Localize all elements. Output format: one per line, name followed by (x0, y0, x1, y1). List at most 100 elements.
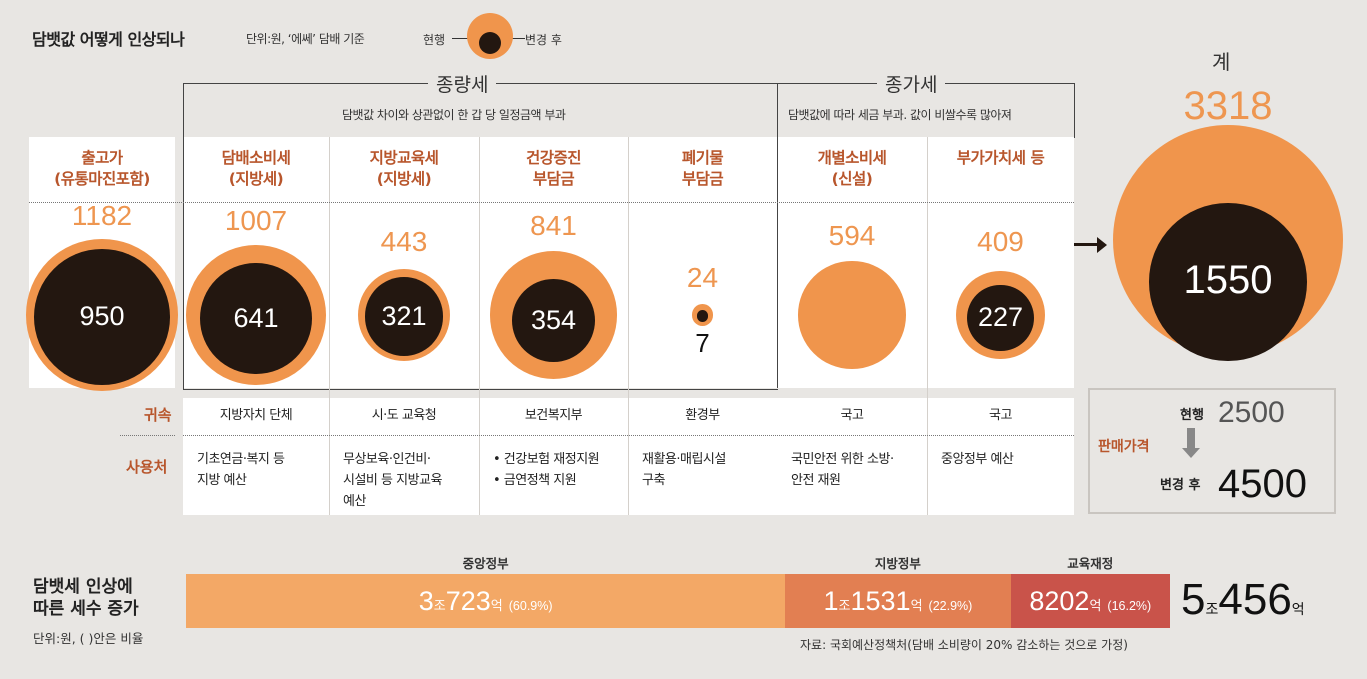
revenue-unit: 단위:원, ( )안은 비율 (33, 631, 144, 646)
use-cell-line: 시설비 등 지방교육 (343, 473, 442, 488)
col-sep-5 (927, 137, 928, 515)
col-sep-3 (628, 137, 629, 515)
use-cell-line: • 건강보험 재정지원 (493, 452, 600, 467)
owner-cell: 국고 (840, 408, 864, 423)
use-cell-line: 무상보육·인건비· (343, 452, 431, 467)
revenue-value-part: (16.2%) (1107, 599, 1152, 613)
column-title-line2: 부담금 (681, 170, 724, 188)
revenue-label-line1: 담뱃세 인상에 (33, 577, 133, 597)
revenue-value-part: 조 (838, 598, 851, 613)
owner-cell: 지방자치 단체 (219, 408, 293, 423)
total-label: 계 (1212, 50, 1231, 74)
column-title-line1: 지방교육세 (369, 149, 439, 167)
revenue-value-part: (22.9%) (928, 599, 973, 613)
use-row-label: 사용처 (126, 458, 168, 476)
revenue-label: 담뱃세 인상에 따른 세수 증가 (33, 576, 139, 620)
price-after-label: 변경 후 (1160, 478, 1201, 493)
arrow-right-icon (1097, 237, 1107, 253)
current-value: 354 (530, 304, 577, 335)
price-label: 판매가격 (1098, 439, 1150, 455)
current-circle (34, 249, 170, 385)
after-value: 594 (828, 220, 876, 251)
price-arrow-shaft (1187, 428, 1195, 450)
owner-cell: 환경부 (685, 408, 720, 423)
revenue-total-jo: 5 (1181, 575, 1206, 624)
current-circle (696, 310, 709, 323)
revenue-value-part: 억 (490, 598, 503, 613)
revenue-value-part: 1531 (850, 586, 911, 616)
legend-current-label: 현행 (423, 33, 446, 47)
owner-cell: 보건복지부 (524, 408, 583, 423)
after-circle (798, 261, 906, 369)
use-cell-line: 재활용·매립시설 (642, 452, 726, 467)
revenue-total-num: 456 (1218, 575, 1292, 624)
total-after-value: 3318 (1183, 84, 1273, 128)
source-note: 자료: 국회예산정책처(담배 소비량이 20% 감소하는 것으로 가정) (800, 638, 1128, 652)
revenue-segment-label: 교육재정 (1067, 556, 1114, 571)
use-cell-line: 예산 (343, 494, 366, 509)
use-cell-line: 구축 (642, 473, 665, 488)
current-value: 7 (695, 327, 710, 358)
revenue-value-part: 억 (1089, 598, 1102, 613)
after-value: 24 (686, 262, 719, 293)
current-value: 321 (381, 300, 427, 331)
unit-note: 단위:원, ‘에쎄’ 담배 기준 (246, 32, 365, 46)
total-current-circle (1149, 203, 1307, 361)
legend-after-label: 변경 후 (525, 33, 562, 47)
after-value: 841 (530, 210, 577, 241)
revenue-value-part: 1 (823, 586, 839, 616)
use-cell-line: • 금연정책 지원 (493, 473, 577, 488)
after-value: 1182 (71, 200, 133, 231)
current-value: 950 (79, 300, 125, 331)
revenue-value-part: 723 (445, 586, 491, 616)
ad-valorem-tax-title: 종가세 (877, 70, 946, 97)
revenue-total: 5조456억 (1181, 575, 1305, 625)
revenue-total-eok: 억 (1291, 601, 1305, 617)
revenue-segment-label: 중앙정부 (462, 556, 509, 571)
use-cell-line: 지방 예산 (197, 473, 247, 488)
after-value: 1007 (224, 205, 288, 236)
use-cell-line: 기초연금·복지 등 (197, 452, 285, 467)
current-circle (512, 279, 595, 362)
revenue-total-jo-unit: 조 (1205, 601, 1219, 617)
after-value: 409 (977, 226, 1024, 257)
revenue-segment-label: 지방정부 (874, 556, 921, 571)
column-title-line2: (지방세) (376, 170, 432, 188)
use-cell-line: 중앙정부 예산 (941, 452, 1014, 467)
current-circle (364, 277, 444, 357)
use-cell-line: 국민안전 위한 소방· (791, 452, 894, 467)
revenue-value-part: 8202 (1029, 586, 1090, 616)
col-sep-1 (329, 137, 330, 515)
revenue-bar-segment (1010, 574, 1170, 628)
owner-dotted-rule-left (120, 435, 175, 436)
specific-tax-title: 종량세 (428, 70, 497, 97)
column-title-line1: 건강증진 (525, 149, 582, 167)
current-value: 641 (233, 302, 279, 333)
owner-cell: 시·도 교육청 (371, 408, 437, 423)
column-title-line1: 폐기물 (681, 149, 724, 167)
column-title-line1: 출고가 (81, 149, 123, 167)
price-current-value: 2500 (1218, 396, 1285, 429)
current-circle (967, 284, 1034, 351)
revenue-value-part: 억 (910, 598, 923, 613)
price-box (1088, 388, 1336, 514)
price-after-value: 4500 (1218, 462, 1307, 506)
total-current-value: 1550 (1183, 258, 1273, 302)
revenue-label-line2: 따른 세수 증가 (33, 599, 139, 619)
owner-dotted-rule (183, 435, 1074, 436)
ad-valorem-tax-note: 담뱃값에 따라 세금 부과. 값이 비쌀수록 많아져 (788, 108, 1012, 122)
down-arrow-icon (1182, 448, 1200, 458)
price-current-label: 현행 (1180, 408, 1204, 423)
current-value: 227 (977, 301, 1024, 332)
revenue-value-part: 3 (418, 586, 434, 616)
column-title-line1: 개별소비세 (817, 149, 887, 167)
revenue-segment-value: 8202억 (16.2%) (1011, 586, 1170, 617)
col-sep-2 (479, 137, 480, 515)
arrow-shaft (1074, 243, 1098, 246)
current-circle (200, 262, 312, 375)
revenue-value-part: 조 (433, 598, 446, 613)
column-title-line2: (유통마진포함) (54, 170, 150, 188)
revenue-bar-segment (785, 574, 1011, 628)
legend-dark-circle (479, 32, 501, 54)
page-title: 담뱃값 어떻게 인상되나 (32, 30, 185, 49)
